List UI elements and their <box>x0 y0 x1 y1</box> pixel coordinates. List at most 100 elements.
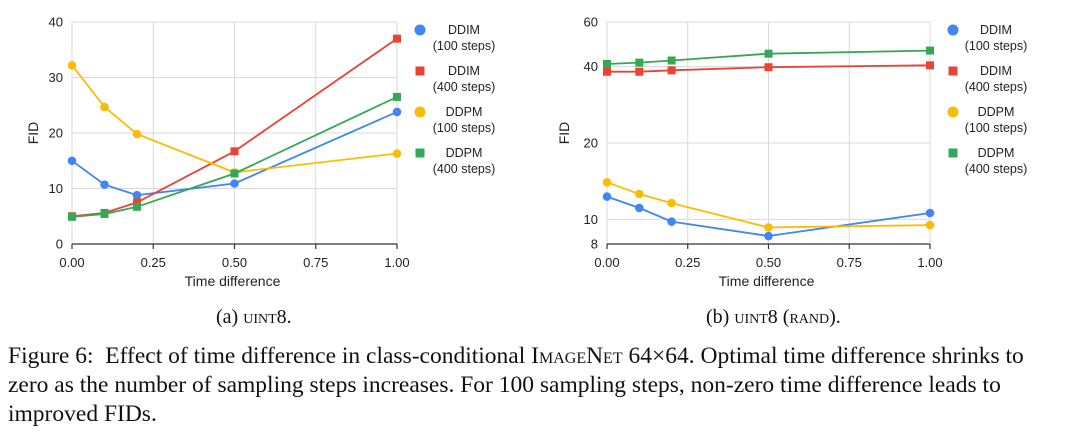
caption-dataset: ImageNet <box>531 343 623 369</box>
data-point-ddpm-400 <box>133 202 141 211</box>
data-point-ddim-100 <box>764 231 773 241</box>
legend-name-ddpm-100: DDPM <box>978 105 1015 119</box>
y-tick-label: 20 <box>584 136 598 151</box>
legend-name-ddim-100: DDIM <box>448 23 480 37</box>
subcaption-b-name: uint8 <box>734 306 778 328</box>
data-point-ddpm-100 <box>392 149 402 158</box>
data-point-ddpm-400 <box>926 46 934 55</box>
chart-a-panel: 0 10 20 30 40 0.00 0.25 0.50 0.75 1.00 Time differ… <box>0 0 540 300</box>
legend-marker-ddim-400 <box>948 66 958 76</box>
data-point-ddim-100 <box>925 208 935 218</box>
data-point-ddpm-400 <box>393 92 401 101</box>
data-point-ddpm-100 <box>925 220 935 230</box>
legend-steps-ddim-400: (400 steps) <box>965 80 1028 94</box>
data-point-ddim-400 <box>926 61 934 70</box>
legend-name-ddim-400: DDIM <box>980 64 1012 78</box>
data-point-ddim-400 <box>230 147 239 156</box>
subcaption-a-prefix: (a) <box>216 306 244 328</box>
chart-b: 8 10 20 40 60 0.00 0.25 0.50 0.75 1.00 Time differ… <box>556 15 1028 290</box>
data-point-ddim-100 <box>67 156 77 166</box>
x-tick-label: 0.00 <box>59 255 84 270</box>
x-tick-label: 0.50 <box>756 255 781 270</box>
subcaption-b-suffix: ). <box>829 306 841 328</box>
data-point-ddpm-100 <box>667 198 676 208</box>
legend-name-ddpm-100: DDPM <box>446 105 483 119</box>
y-tick-label: 10 <box>584 212 598 227</box>
legend-steps-ddpm-100: (100 steps) <box>433 121 496 135</box>
data-point-ddpm-100 <box>602 178 612 187</box>
data-point-ddim-100 <box>100 180 109 189</box>
x-tick-label: 0.75 <box>837 255 862 270</box>
data-point-ddpm-100 <box>100 102 109 112</box>
data-point-ddpm-400 <box>635 58 644 67</box>
data-point-ddpm-400 <box>603 59 611 68</box>
subcaption-b-prefix: (b) <box>706 306 735 328</box>
data-point-ddim-400 <box>603 67 611 76</box>
legend-steps-ddim-400: (400 steps) <box>433 80 496 94</box>
legend-marker-ddpm-400 <box>948 148 958 158</box>
data-point-ddim-100 <box>602 192 612 201</box>
data-point-ddpm-400 <box>764 49 773 58</box>
data-point-ddpm-100 <box>132 129 142 139</box>
subcaption-a-suffix: . <box>286 306 292 328</box>
legend-marker-ddim-100 <box>414 24 426 36</box>
y-axis-label: FID <box>556 122 572 145</box>
subcaption-b: (b) uint8 (rand). <box>706 306 841 329</box>
data-point-ddpm-100 <box>67 60 77 70</box>
caption-part1: Effect of time difference in class-condi… <box>105 343 532 369</box>
y-tick-label: 8 <box>591 237 598 252</box>
subcaption-a: (a) uint8. <box>216 306 292 329</box>
chart-a: 0 10 20 30 40 0.00 0.25 0.50 0.75 1.00 Time differ… <box>25 15 496 290</box>
data-point-ddim-100 <box>132 190 142 200</box>
y-axis-label: FID <box>25 122 41 145</box>
data-point-ddpm-400 <box>667 56 676 65</box>
x-tick-label: 0.25 <box>675 255 700 270</box>
data-point-ddim-100 <box>667 217 676 226</box>
x-tick-label: 0.75 <box>303 255 328 270</box>
y-tick-label: 20 <box>49 126 63 141</box>
figure-caption: Figure 6: Effect of time difference in c… <box>8 342 1070 429</box>
legend-steps-ddpm-400: (400 steps) <box>433 162 496 176</box>
x-tick-label: 1.00 <box>384 255 409 270</box>
legend-marker-ddpm-400 <box>415 148 425 158</box>
legend-marker-ddpm-100 <box>414 106 426 118</box>
legend-steps-ddim-100: (100 steps) <box>965 39 1028 53</box>
legend-steps-ddim-100: (100 steps) <box>433 39 496 53</box>
data-point-ddim-400 <box>133 198 141 207</box>
data-point-ddim-400 <box>764 63 773 72</box>
legend-steps-ddpm-400: (400 steps) <box>965 162 1028 176</box>
y-tick-label: 40 <box>49 15 63 30</box>
x-axis-label: Time difference <box>719 273 815 289</box>
subcaption-b-mid: ( <box>777 306 790 328</box>
legend-marker-ddim-400 <box>415 66 425 76</box>
legend-name-ddpm-400: DDPM <box>446 146 483 160</box>
data-point-ddpm-400 <box>68 212 76 221</box>
x-tick-label: 0.25 <box>141 255 166 270</box>
subcaption-a-name: uint8 <box>243 306 287 328</box>
subcaption-b-name2: rand <box>789 306 830 328</box>
data-point-ddim-100 <box>230 179 239 188</box>
data-point-ddpm-400 <box>100 210 109 219</box>
y-tick-label: 30 <box>49 70 63 85</box>
caption-label: Figure 6: <box>8 343 94 369</box>
legend-name-ddim-400: DDIM <box>448 64 480 78</box>
legend-name-ddpm-400: DDPM <box>978 146 1015 160</box>
legend-marker-ddpm-100 <box>947 106 959 118</box>
x-axis-label: Time difference <box>185 273 281 289</box>
data-point-ddim-400 <box>393 34 401 43</box>
data-point-ddim-400 <box>635 67 644 76</box>
chart-b-panel: 8 10 20 40 60 0.00 0.25 0.50 0.75 1.00 Time differ… <box>540 0 1078 300</box>
y-tick-label: 40 <box>584 59 598 74</box>
legend-marker-ddim-100 <box>947 24 959 36</box>
data-point-ddpm-400 <box>230 169 239 178</box>
y-tick-label: 60 <box>584 15 598 30</box>
data-point-ddim-100 <box>392 107 402 117</box>
legend-steps-ddpm-100: (100 steps) <box>965 121 1028 135</box>
legend-name-ddim-100: DDIM <box>980 23 1012 37</box>
data-point-ddim-100 <box>635 203 644 213</box>
y-tick-label: 0 <box>56 237 63 252</box>
data-point-ddim-400 <box>667 66 676 75</box>
x-tick-label: 1.00 <box>917 255 942 270</box>
x-tick-label: 0.00 <box>594 255 619 270</box>
caption-part2: 64×64. Optimal time difference shrinks t… <box>8 343 1024 427</box>
